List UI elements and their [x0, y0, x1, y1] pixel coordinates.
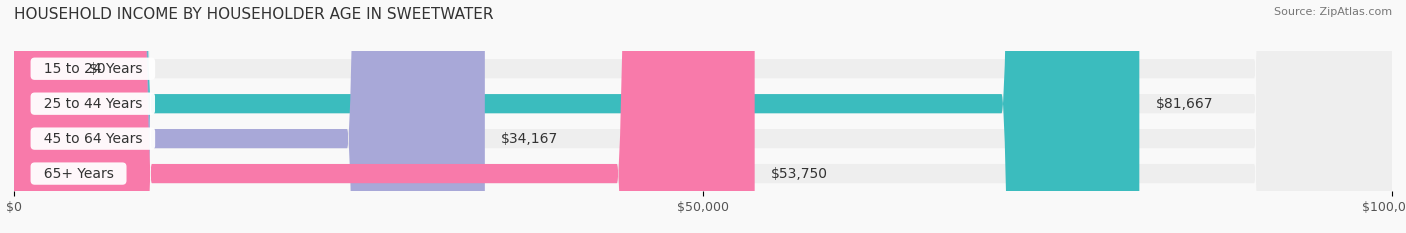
FancyBboxPatch shape [14, 0, 1139, 233]
FancyBboxPatch shape [14, 0, 755, 233]
Text: 45 to 64 Years: 45 to 64 Years [35, 132, 150, 146]
FancyBboxPatch shape [14, 0, 1392, 233]
Text: $0: $0 [89, 62, 105, 76]
Text: 65+ Years: 65+ Years [35, 167, 122, 181]
FancyBboxPatch shape [14, 0, 1392, 233]
Text: Source: ZipAtlas.com: Source: ZipAtlas.com [1274, 7, 1392, 17]
Text: 25 to 44 Years: 25 to 44 Years [35, 97, 150, 111]
FancyBboxPatch shape [14, 0, 1392, 233]
FancyBboxPatch shape [14, 0, 485, 233]
Text: $81,667: $81,667 [1156, 97, 1213, 111]
Text: HOUSEHOLD INCOME BY HOUSEHOLDER AGE IN SWEETWATER: HOUSEHOLD INCOME BY HOUSEHOLDER AGE IN S… [14, 7, 494, 22]
Text: $53,750: $53,750 [772, 167, 828, 181]
Text: $34,167: $34,167 [502, 132, 558, 146]
FancyBboxPatch shape [14, 0, 1392, 233]
FancyBboxPatch shape [14, 0, 55, 233]
Text: 15 to 24 Years: 15 to 24 Years [35, 62, 150, 76]
